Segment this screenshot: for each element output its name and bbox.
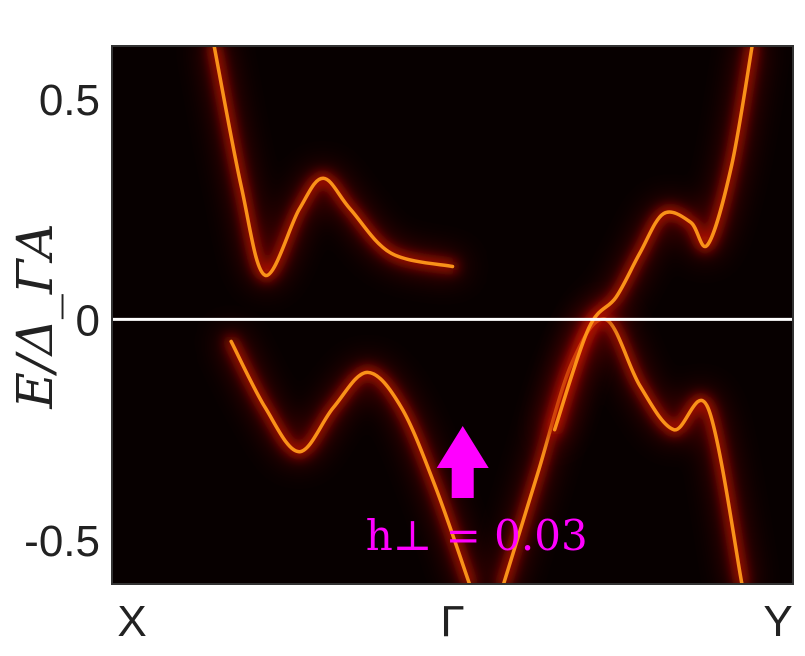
y-tick-label: 0.5 [39, 76, 100, 125]
band-3-core [501, 317, 744, 584]
field-annotation: h⊥ = 0.03 [366, 426, 588, 560]
bands-layer [201, 46, 766, 584]
x-tick-label: Γ [440, 597, 464, 646]
y-tick-labels: 0.5 0 -0.5 [24, 76, 100, 566]
band-2-core [229, 339, 472, 584]
plot-frame [111, 45, 794, 585]
up-arrow-icon [436, 426, 489, 498]
x-tick-label: Y [763, 597, 792, 646]
x-tick-label: X [117, 597, 146, 646]
y-axis-title: E/Δ_ΓA [6, 223, 64, 409]
band-4-core [552, 46, 754, 432]
y-tick-label: -0.5 [24, 517, 100, 566]
field-strength-label: h⊥ = 0.03 [366, 511, 588, 560]
band-1-core [212, 46, 455, 278]
y-tick-label: 0 [76, 296, 100, 345]
